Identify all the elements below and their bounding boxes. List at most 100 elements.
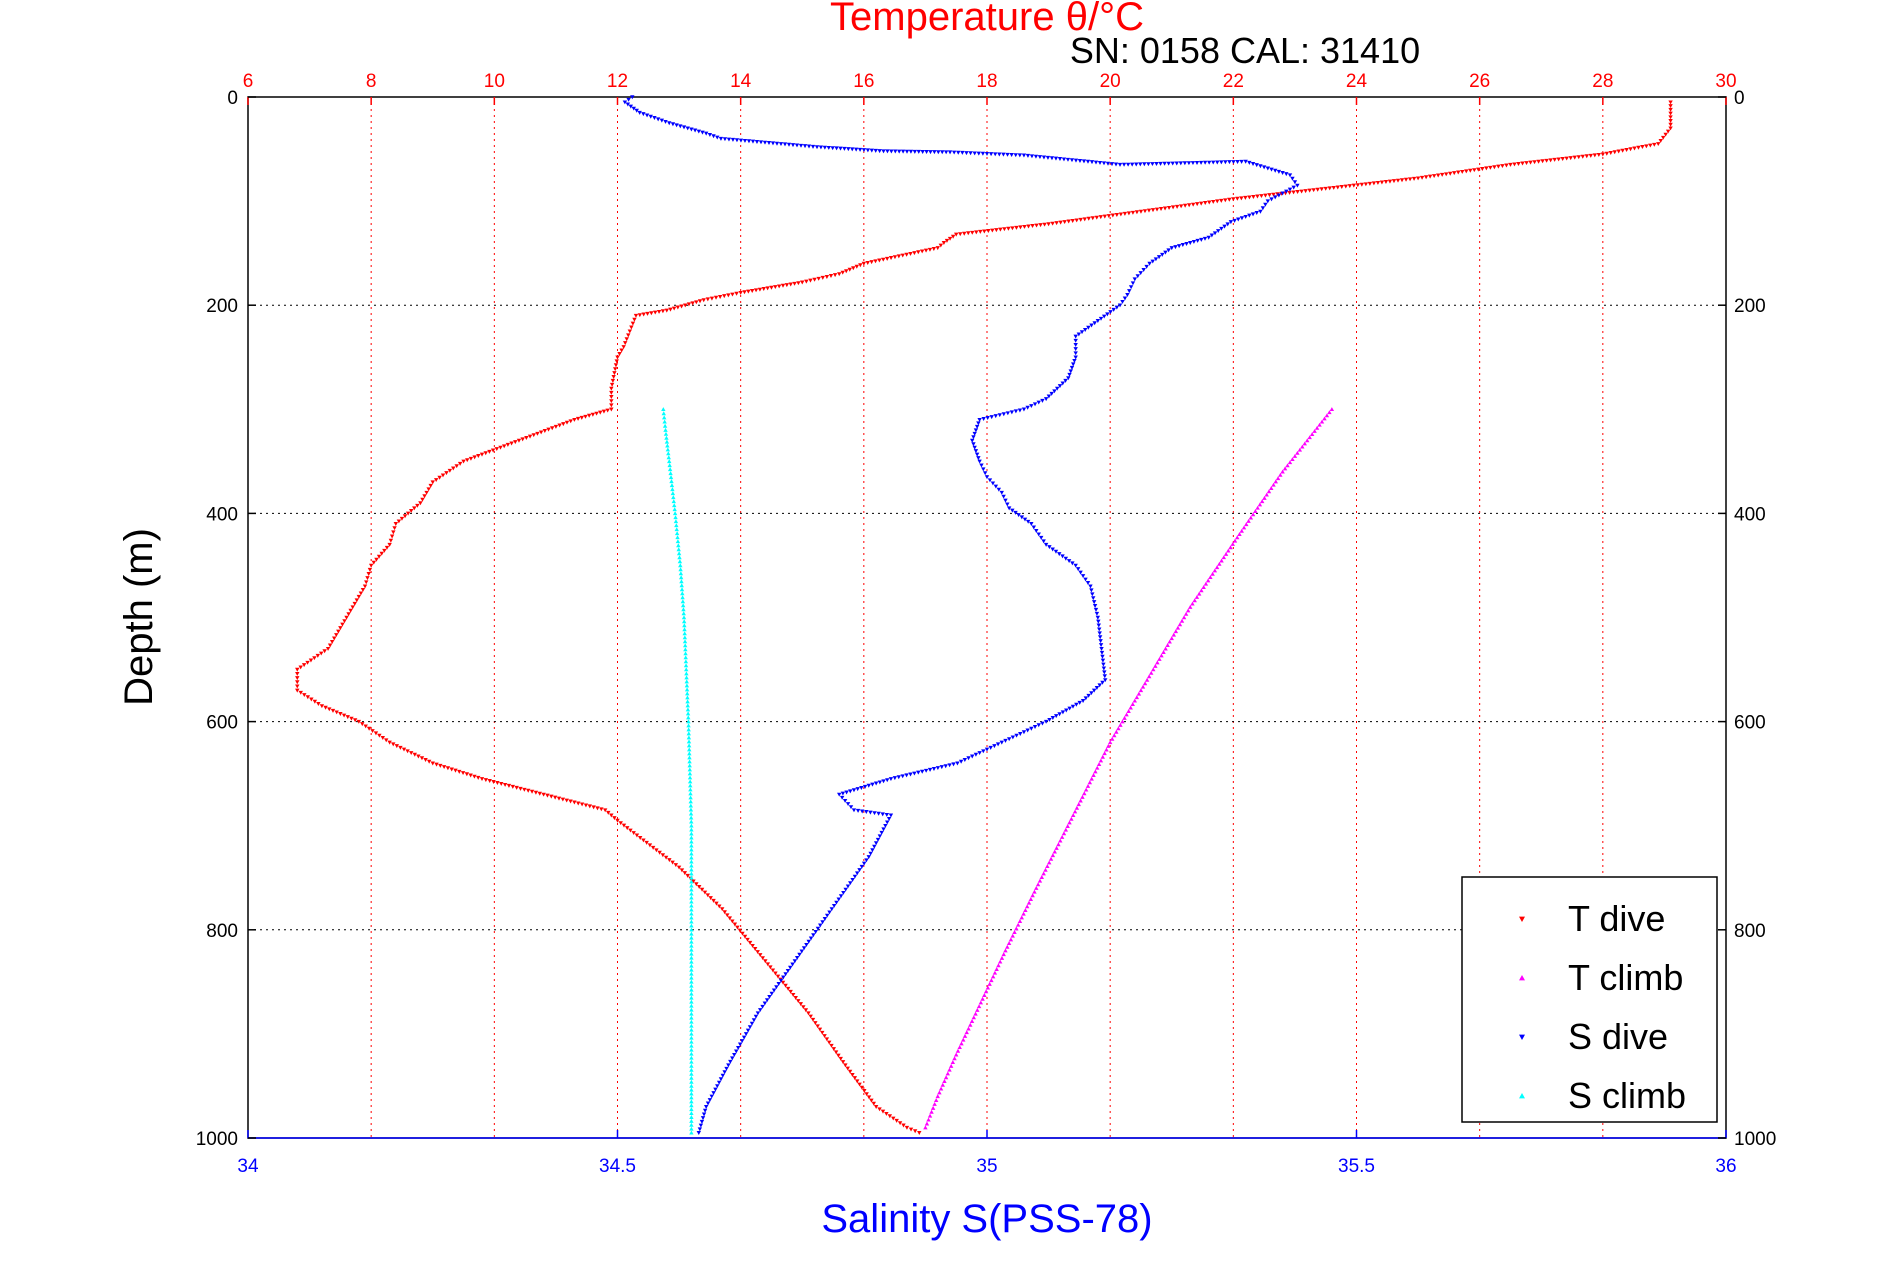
data-point — [900, 149, 906, 154]
data-point — [699, 887, 705, 892]
data-point — [999, 955, 1005, 960]
data-point — [664, 439, 670, 444]
data-point — [644, 840, 649, 845]
data-point — [1206, 160, 1212, 165]
data-point — [1255, 505, 1260, 510]
data-point — [686, 715, 691, 720]
data-point — [298, 665, 303, 670]
data-point — [388, 538, 394, 543]
data-point — [334, 633, 339, 638]
data-point — [845, 884, 851, 889]
data-point — [780, 283, 786, 288]
data-point — [1095, 615, 1101, 620]
data-point — [761, 287, 766, 292]
data-point — [738, 138, 744, 143]
data-point — [746, 289, 751, 294]
data-point — [682, 623, 687, 628]
data-point — [382, 548, 387, 553]
tick-label-temperature: 12 — [607, 71, 628, 92]
data-point — [683, 647, 688, 652]
data-point — [1254, 211, 1259, 216]
data-point — [1166, 161, 1171, 166]
data-point — [1658, 138, 1663, 143]
data-point — [1010, 735, 1016, 740]
data-point — [917, 1131, 922, 1135]
data-point — [1154, 161, 1159, 166]
data-point — [384, 545, 390, 550]
data-point — [987, 478, 993, 483]
data-point — [1319, 419, 1325, 424]
data-point — [315, 653, 320, 658]
data-point — [981, 749, 986, 754]
data-point — [1036, 400, 1041, 405]
data-point — [1403, 177, 1409, 182]
data-point — [681, 125, 687, 130]
data-point — [510, 784, 516, 789]
data-point — [610, 378, 616, 383]
data-point — [1415, 176, 1421, 181]
data-point — [977, 459, 982, 464]
data-point — [689, 1118, 694, 1123]
data-point — [1057, 157, 1063, 162]
data-point — [1194, 202, 1200, 207]
data-point — [843, 1063, 848, 1068]
data-point — [696, 1131, 701, 1135]
data-point — [295, 680, 300, 685]
data-point — [912, 771, 917, 776]
data-point — [564, 798, 569, 803]
data-point — [869, 260, 874, 265]
data-point — [391, 742, 396, 747]
data-point — [1175, 625, 1181, 630]
data-point — [1284, 189, 1289, 194]
data-point — [590, 412, 596, 417]
data-point — [362, 584, 368, 589]
data-point — [824, 913, 830, 918]
tick-label-salinity: 35.5 — [1338, 1156, 1375, 1177]
data-point — [1040, 721, 1045, 726]
data-point — [1247, 195, 1252, 200]
data-point — [1331, 185, 1336, 190]
data-point — [689, 1067, 694, 1072]
data-point — [626, 333, 631, 338]
tick-label-temperature: 20 — [1100, 71, 1121, 92]
data-point — [365, 576, 370, 581]
data-point — [1151, 667, 1156, 672]
data-point — [947, 763, 952, 768]
data-point — [1102, 751, 1107, 756]
data-point — [1253, 509, 1258, 513]
data-point — [1199, 237, 1204, 242]
data-point — [312, 656, 317, 661]
data-point — [689, 883, 694, 888]
data-point — [1079, 330, 1085, 335]
data-point — [1305, 438, 1310, 443]
data-point — [654, 848, 659, 853]
data-point — [817, 1027, 823, 1032]
data-point — [739, 1039, 745, 1044]
data-point — [851, 808, 857, 813]
data-point — [990, 481, 996, 486]
data-point — [1039, 875, 1045, 879]
data-point — [1263, 193, 1268, 198]
data-point — [1132, 698, 1137, 703]
data-point — [689, 863, 694, 868]
data-point — [1291, 190, 1296, 195]
data-point — [663, 119, 668, 124]
data-point — [1071, 362, 1076, 367]
data-point — [295, 684, 300, 689]
data-point — [689, 1011, 694, 1016]
data-point — [870, 782, 875, 787]
data-point — [468, 773, 473, 778]
data-point — [1048, 856, 1054, 861]
data-point — [667, 459, 672, 464]
data-point — [430, 480, 435, 485]
data-point — [686, 719, 691, 724]
data-point — [622, 100, 628, 105]
data-point — [978, 1000, 984, 1005]
data-point — [794, 143, 800, 148]
data-point — [776, 284, 782, 289]
data-point — [884, 812, 890, 817]
data-point — [1026, 900, 1032, 905]
data-point — [428, 483, 433, 488]
data-point — [689, 891, 694, 896]
data-point — [892, 776, 898, 781]
